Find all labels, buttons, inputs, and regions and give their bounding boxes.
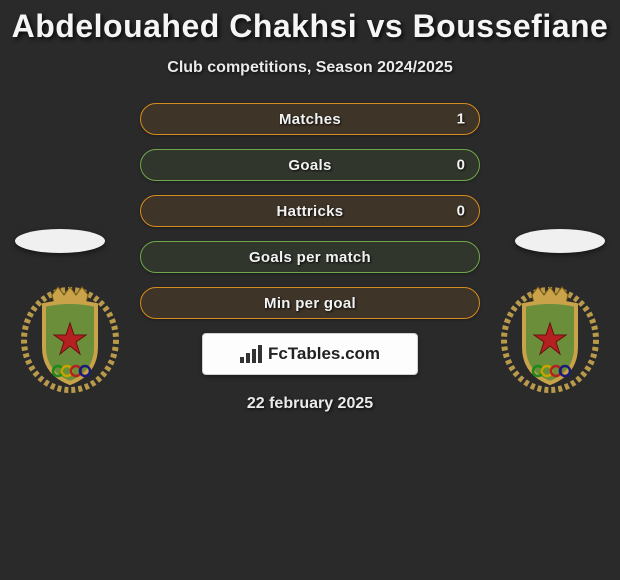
avatar-placeholder-left xyxy=(15,229,105,253)
brand-text: FcTables.com xyxy=(268,344,380,364)
club-crest-left xyxy=(20,285,120,405)
stat-label: Goals xyxy=(288,157,331,174)
stat-row-matches: Matches 1 xyxy=(140,103,480,135)
stat-label: Min per goal xyxy=(264,295,356,312)
stat-value-right: 0 xyxy=(457,203,465,220)
page-title: Abdelouahed Chakhsi vs Boussefiane xyxy=(0,0,620,45)
stat-rows: Matches 1 Goals 0 Hattricks 0 Goals per … xyxy=(140,103,480,319)
stat-row-hattricks: Hattricks 0 xyxy=(140,195,480,227)
club-crest-right xyxy=(500,285,600,405)
stat-value-right: 0 xyxy=(457,157,465,174)
brand-box: FcTables.com xyxy=(202,333,418,375)
stat-label: Hattricks xyxy=(277,203,344,220)
stat-value-right: 1 xyxy=(457,111,465,128)
content-area: Matches 1 Goals 0 Hattricks 0 Goals per … xyxy=(0,103,620,413)
stat-label: Goals per match xyxy=(249,249,371,266)
stat-label: Matches xyxy=(279,111,341,128)
stat-row-goals: Goals 0 xyxy=(140,149,480,181)
subtitle: Club competitions, Season 2024/2025 xyxy=(0,59,620,77)
stat-row-goals-per-match: Goals per match xyxy=(140,241,480,273)
brand-bars-icon xyxy=(240,345,262,363)
avatar-placeholder-right xyxy=(515,229,605,253)
stat-row-min-per-goal: Min per goal xyxy=(140,287,480,319)
